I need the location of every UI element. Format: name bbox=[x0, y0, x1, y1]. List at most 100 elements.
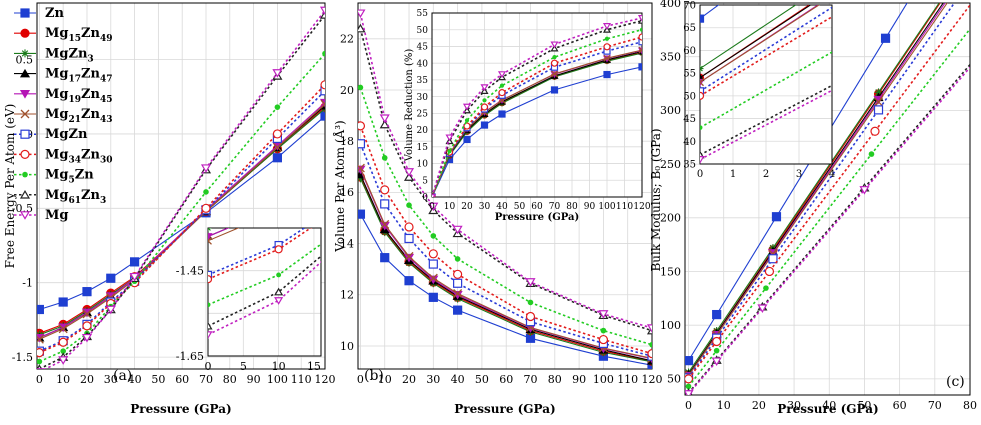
panel-c-x-tick-label: 0 bbox=[685, 399, 692, 412]
data-point-Mg21Zn43 bbox=[874, 97, 883, 107]
panel-a-x-tick-label: 120 bbox=[315, 373, 336, 386]
panel-c-bulk-modulus-chart: 0 10 20 30 40 50 60 70 8050100150200250300350400… bbox=[649, 0, 977, 416]
panel-b-inset-x-tick-label: 110 bbox=[616, 202, 633, 212]
data-point-Mg21Zn43 bbox=[380, 219, 390, 229]
data-point-Mg34Zn30 bbox=[764, 266, 775, 277]
panel-a-x-tick-label: 40 bbox=[128, 373, 142, 386]
inset-data-point-Mg5Zn bbox=[499, 83, 505, 88]
data-point-Zn bbox=[82, 287, 92, 297]
panel-c-y-tick-label: 100 bbox=[660, 319, 681, 332]
inset-data-point-Mg bbox=[700, 156, 705, 164]
data-point-Mg bbox=[105, 305, 116, 315]
legend-label-MgZn3: MgZn3 bbox=[45, 46, 94, 64]
data-point-Zn bbox=[428, 292, 438, 302]
panel-b-y-tick-label: 12 bbox=[340, 289, 354, 302]
panel-c-y-tick-label: 350 bbox=[660, 51, 681, 64]
inset-data-point-Zn bbox=[498, 110, 506, 118]
panel-c-x-tick-label: 10 bbox=[717, 399, 731, 412]
panel-b-inset-x-tick-label: 30 bbox=[479, 202, 491, 212]
data-point-Mg61Zn3 bbox=[319, 10, 325, 19]
panel-c-x-tick-label: 40 bbox=[822, 399, 836, 412]
data-point-Mg34Zn30 bbox=[201, 203, 211, 213]
data-point-MgZn bbox=[358, 139, 366, 149]
panel-b-y-tick-label: 10 bbox=[340, 340, 354, 353]
inset-data-point-Mg61Zn3 bbox=[274, 287, 284, 296]
data-point-Mg bbox=[403, 168, 415, 177]
data-point-Mg bbox=[711, 357, 722, 367]
data-point-MgZn bbox=[380, 199, 390, 209]
panel-c-inset-y-tick-label: 70 bbox=[683, 1, 696, 12]
panel-a-x-tick-label: 60 bbox=[175, 373, 189, 386]
data-point-MgZn bbox=[320, 86, 325, 96]
inset-data-point-Mg34Zn30 bbox=[550, 59, 559, 67]
data-point-Zn bbox=[129, 257, 140, 267]
legend-item-Mg: Mg bbox=[14, 208, 68, 223]
panel-b-inset-y-tick-label: 15 bbox=[417, 143, 429, 153]
panel-a-y-tick-label: -1 bbox=[22, 277, 33, 290]
legend-marker-Mg21Zn43 bbox=[20, 109, 30, 119]
inset-data-point-Zn bbox=[638, 63, 642, 71]
inset-data-point-Zn bbox=[480, 121, 489, 129]
data-point-MgZn bbox=[873, 105, 884, 115]
data-point-Mg34Zn30 bbox=[272, 129, 282, 139]
inset-data-point-Mg5Zn bbox=[604, 36, 610, 41]
data-point-Zn bbox=[37, 304, 44, 315]
inset-data-point-Zn bbox=[603, 70, 611, 79]
data-point-Mg5Zn bbox=[454, 256, 461, 262]
series-line-Mg34Zn30 bbox=[39, 84, 325, 354]
panel-b-x-tick-label: 70 bbox=[524, 373, 538, 386]
panel-a-y-axis-label: Free Energy Per Atom (eV) bbox=[3, 104, 17, 269]
panel-a-x-tick-label: 90 bbox=[247, 373, 261, 386]
series-line-Mg17Zn47 bbox=[688, 3, 944, 375]
series-line-Mg17Zn47 bbox=[359, 174, 652, 362]
inset-data-point-Mg21Zn43 bbox=[638, 46, 642, 54]
panel-a-panel-label: (a) bbox=[113, 368, 132, 384]
inset-series-line-Mg34Zn30 bbox=[208, 228, 313, 280]
data-point-Mg bbox=[272, 69, 283, 78]
inset-data-point-Zn bbox=[700, 14, 705, 23]
data-point-Mg34Zn30 bbox=[404, 222, 414, 232]
inset-series-line-MgZn bbox=[208, 228, 306, 276]
inset-data-point-MgZn bbox=[208, 270, 213, 280]
panel-a-frame bbox=[36, 2, 326, 370]
legend-label-MgZn: MgZn bbox=[45, 127, 88, 142]
panel-b-inset-x-tick-label: 80 bbox=[566, 202, 578, 212]
panel-b-x-tick-label: 40 bbox=[451, 373, 465, 386]
inset-data-point-Mg5Zn bbox=[482, 98, 487, 103]
data-point-Mg5Zn bbox=[527, 299, 534, 306]
panel-a-x-tick-label: 0 bbox=[36, 373, 43, 386]
data-point-Mg5Zn bbox=[37, 358, 43, 365]
legend-label-Mg21Zn43: Mg21Zn43 bbox=[45, 107, 113, 125]
inset-data-point-Mg5Zn bbox=[552, 55, 557, 60]
panel-b-inset: 0 10 20 30 40 50 60 70 80 90 100 110 120 0 5 10 15 20 25 30… bbox=[404, 9, 651, 223]
panel-c-y-axis-label: Bulk Modulus; B₀ (GPa) bbox=[649, 128, 663, 271]
data-point-Mg34Zn30 bbox=[82, 321, 92, 331]
inset-data-point-Mg21Zn43 bbox=[208, 236, 212, 245]
data-point-Mg21Zn43 bbox=[272, 142, 282, 152]
data-point-Mg34Zn30 bbox=[58, 337, 68, 347]
panel-c-y-tick-label: 50 bbox=[667, 373, 681, 386]
legend-item-MgZn3: MgZn3 bbox=[14, 46, 94, 64]
legend: Zn Mg15Zn49 MgZn3 Mg17Zn47 Mg19Zn45 Mg21Zn43 M… bbox=[14, 6, 113, 223]
series-line-Mg5Zn bbox=[39, 53, 325, 363]
panel-b-inset-x-tick-label: 60 bbox=[531, 202, 543, 212]
data-point-Mg34Zn30 bbox=[647, 349, 652, 359]
data-point-Mg5Zn bbox=[763, 285, 769, 291]
panel-b-x-tick-label: 10 bbox=[378, 373, 392, 386]
data-point-Mg bbox=[646, 324, 652, 333]
panel-c-inset-y-tick-label: 45 bbox=[683, 114, 696, 125]
data-point-Mg21Zn43 bbox=[428, 273, 438, 283]
panel-b-x-tick-label: 100 bbox=[593, 373, 614, 386]
data-point-Mg5Zn bbox=[713, 347, 720, 354]
inset-data-point-Mg19Zn45 bbox=[208, 233, 213, 241]
legend-marker-Mg61Zn3 bbox=[19, 190, 31, 199]
panel-b-inset-y-tick-label: 45 bbox=[417, 43, 429, 53]
data-point-Mg bbox=[428, 202, 439, 212]
panel-b-inset-x-tick-label: 120 bbox=[633, 202, 650, 212]
data-point-Mg5Zn bbox=[381, 155, 388, 161]
inset-data-point-Mg bbox=[637, 15, 642, 22]
data-point-Zn bbox=[358, 209, 366, 219]
data-point-Mg5Zn bbox=[203, 189, 209, 195]
inset-data-point-Mg21Zn43 bbox=[700, 78, 704, 87]
data-point-Mg61Zn3 bbox=[403, 172, 415, 181]
